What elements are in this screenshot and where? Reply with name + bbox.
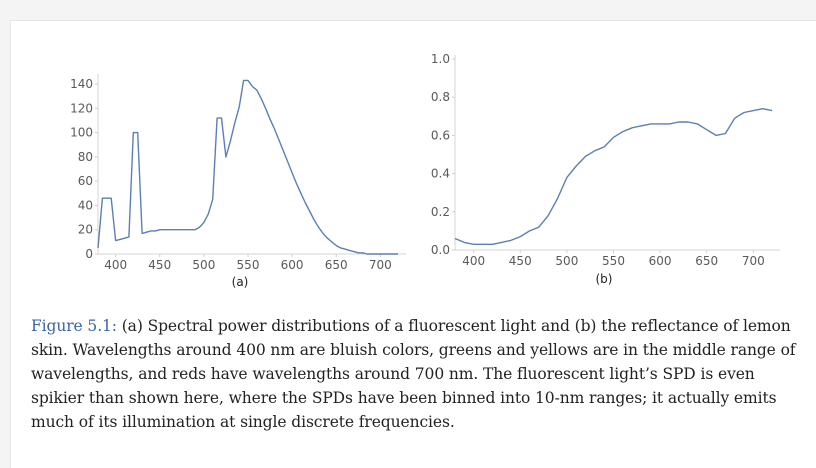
y-tick-label: 0.0: [431, 243, 450, 257]
chart-sublabel: (a): [232, 275, 249, 289]
x-tick-label: 450: [148, 258, 171, 272]
y-tick-label: 60: [78, 174, 93, 188]
series-line: [454, 108, 773, 246]
x-tick-label: 400: [462, 254, 485, 268]
chart-b-lemon-reflectance: 0.0 0.2 0.4 0.6 0.8 1.0 400 450 500 550 600 650 700 (…: [431, 52, 780, 286]
x-tick-label: 650: [695, 254, 718, 268]
figure-caption: Figure 5.1: (a) Spectral power distribut…: [31, 314, 811, 434]
figure-card: [10, 20, 816, 468]
chart-sublabel: (b): [596, 272, 613, 286]
y-tick-label: 0.4: [431, 167, 450, 181]
x-tick-label: 500: [192, 258, 215, 272]
x-tick-label: 700: [742, 254, 765, 268]
x-tick-label: 700: [369, 258, 392, 272]
x-tick-label: 550: [602, 254, 625, 268]
x-tick-label: 650: [325, 258, 348, 272]
x-tick-label: 400: [104, 258, 127, 272]
y-tick-label: 120: [70, 101, 93, 115]
y-tick-label: 1.0: [431, 52, 450, 66]
x-tick-label: 450: [509, 254, 532, 268]
caption-text: (a) Spectral power distributions of a fl…: [31, 317, 796, 431]
y-tick-label: 140: [70, 77, 93, 91]
x-tick-label: 550: [237, 258, 260, 272]
y-tick-label: 0.6: [431, 128, 450, 142]
y-tick-label: 40: [78, 198, 93, 212]
y-tick-label: 100: [70, 126, 93, 140]
chart-a-fluorescent-spd: 0 20 40 60 80 100 120 140 400 450 500 550 600 650 700 (…: [70, 74, 406, 289]
y-tick-label: 80: [78, 150, 93, 164]
y-tick-label: 0.2: [431, 205, 450, 219]
y-tick-label: 0: [85, 247, 93, 261]
series-line: [97, 79, 398, 255]
y-tick-label: 20: [78, 223, 93, 237]
x-tick-label: 600: [649, 254, 672, 268]
figure-label[interactable]: Figure 5.1:: [31, 317, 117, 335]
y-tick-label: 0.8: [431, 90, 450, 104]
x-tick-label: 500: [555, 254, 578, 268]
x-tick-label: 600: [281, 258, 304, 272]
